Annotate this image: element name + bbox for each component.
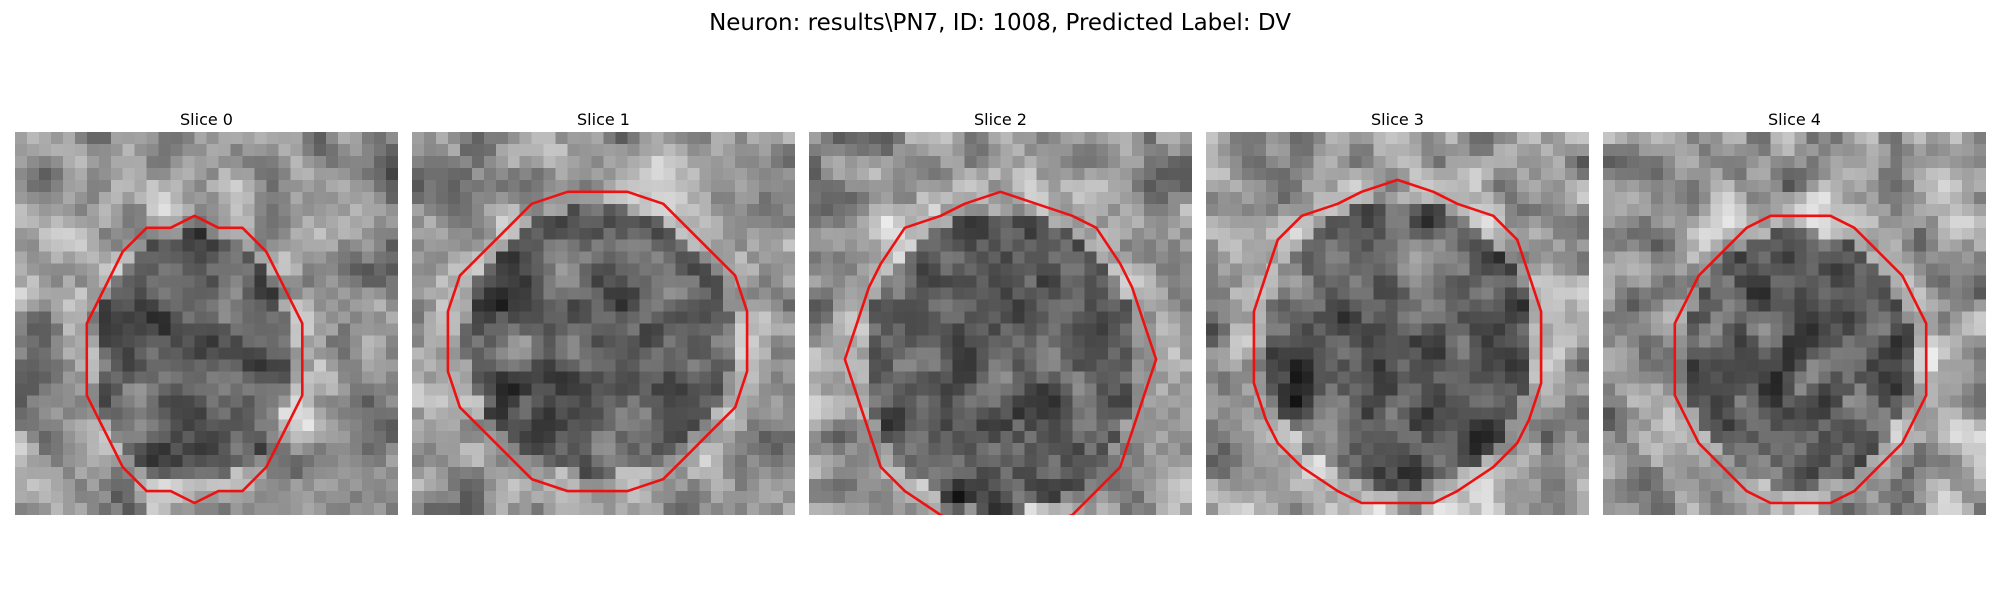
slice-panel-0: Slice 0 (15, 108, 398, 515)
slice-image (809, 132, 1192, 515)
slice-title: Slice 4 (1768, 110, 1821, 129)
cell-contour (843, 190, 1158, 515)
cell-contour (1673, 214, 1928, 505)
pixel-grid (15, 132, 398, 515)
pixel-grid (1603, 132, 1986, 515)
cell-contour (1252, 178, 1543, 505)
slice-title: Slice 3 (1371, 110, 1424, 129)
figure-title: Neuron: results\PN7, ID: 1008, Predicted… (709, 10, 1291, 36)
slice-title: Slice 0 (180, 110, 233, 129)
slice-image (412, 132, 795, 515)
slice-panel-2: Slice 2 (809, 108, 1192, 515)
slice-image (1603, 132, 1986, 515)
slice-title: Slice 2 (974, 110, 1027, 129)
slice-panel-3: Slice 3 (1206, 108, 1589, 515)
cell-contour (446, 190, 749, 493)
pixel-grid (1206, 132, 1589, 515)
slice-panel-1: Slice 1 (412, 108, 795, 515)
slice-image (15, 132, 398, 515)
slice-title: Slice 1 (577, 110, 630, 129)
cell-contour (85, 214, 304, 505)
slice-image (1206, 132, 1589, 515)
slice-panel-4: Slice 4 (1603, 108, 1986, 515)
pixel-grid (412, 132, 795, 515)
pixel-grid (809, 132, 1192, 515)
